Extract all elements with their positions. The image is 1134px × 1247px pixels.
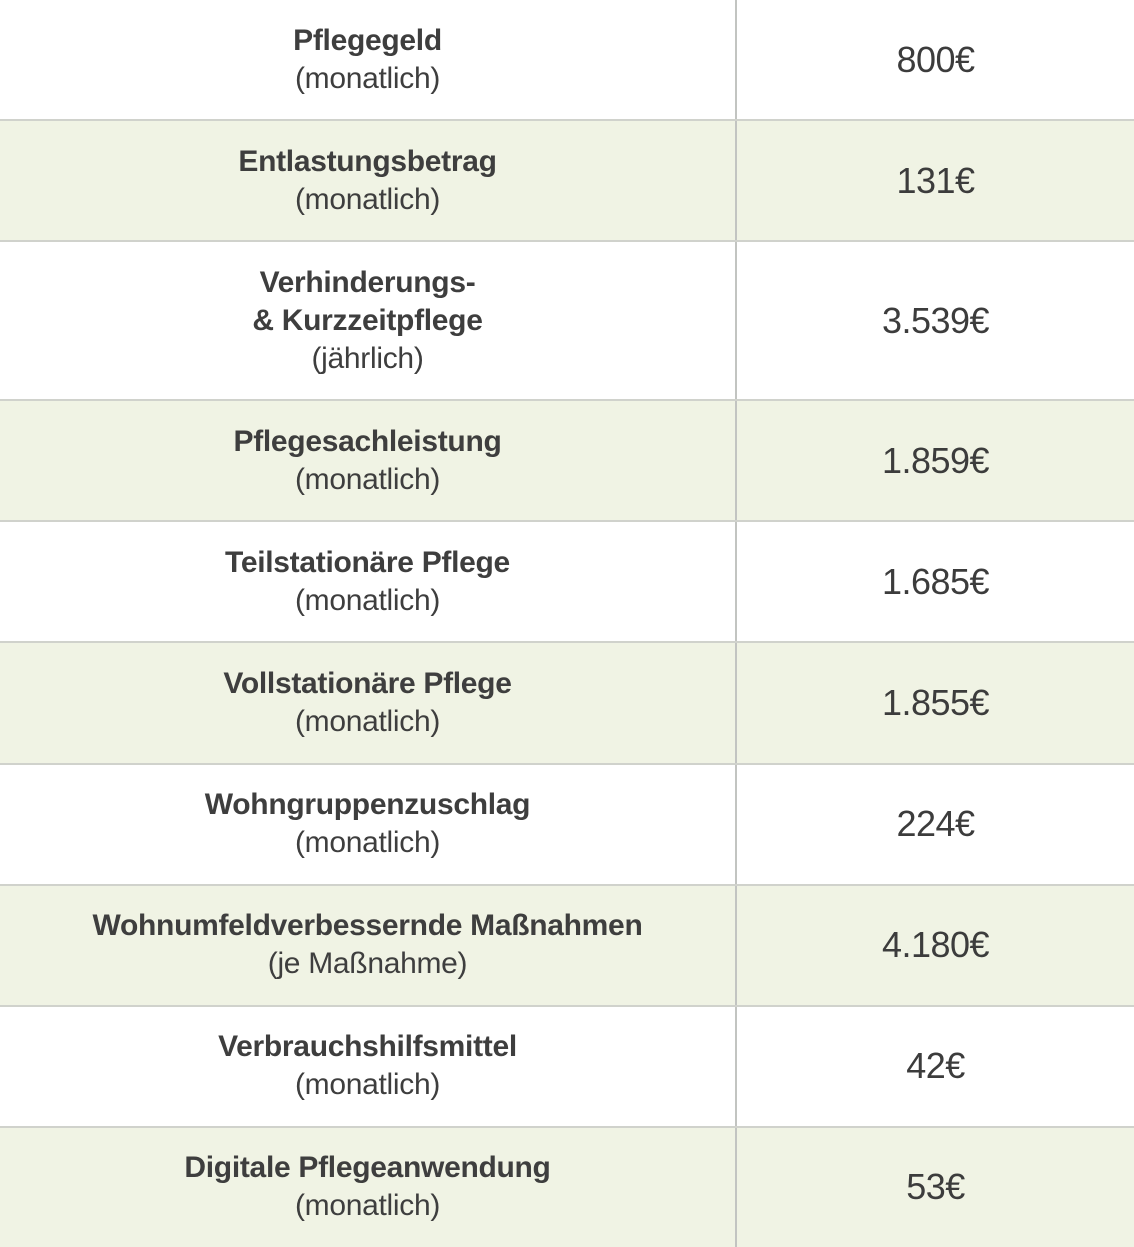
benefit-name: Pflegegeld [293, 23, 442, 57]
benefit-amount: 1.855€ [881, 682, 990, 724]
table-row: Entlastungsbetrag (monatlich) 131€ [0, 119, 1134, 241]
amount-cell: 1.855€ [737, 643, 1134, 762]
benefit-cell: Pflegegeld (monatlich) [0, 0, 737, 120]
benefit-amount: 800€ [896, 38, 975, 80]
table-row: Wohngruppenzuschlag (monatlich) 224€ [0, 762, 1134, 884]
benefit-name: Wohngruppenzuschlag [204, 788, 531, 822]
benefit-amount: 131€ [896, 159, 975, 201]
benefit-cell: Teilstationäre Pflege (monatlich) [0, 522, 737, 642]
benefit-frequency: (monatlich) [294, 182, 441, 216]
benefit-name: Teilstationäre Pflege [225, 545, 510, 579]
table-row: Teilstationäre Pflege (monatlich) 1.685€ [0, 520, 1134, 642]
amount-cell: 4.180€ [737, 886, 1134, 1005]
benefit-cell: Pflegesachleistung (monatlich) [0, 401, 737, 521]
benefit-cell: Vollstationäre Pflege (monatlich) [0, 643, 737, 763]
amount-cell: 42€ [737, 1007, 1134, 1126]
table-row: Pflegesachleistung (monatlich) 1.859€ [0, 399, 1134, 521]
benefit-amount: 3.539€ [881, 299, 990, 341]
benefit-name: Pflegesachleistung [233, 424, 502, 458]
benefit-frequency: (monatlich) [294, 1189, 441, 1223]
table-row: Vollstationäre Pflege (monatlich) 1.855€ [0, 641, 1134, 763]
benefit-cell: Verbrauchshilfsmittel (monatlich) [0, 1006, 737, 1126]
benefit-frequency: (monatlich) [294, 61, 441, 95]
benefit-frequency: (je Maßnahme) [267, 947, 468, 981]
amount-cell: 1.685€ [737, 522, 1134, 641]
amount-cell: 131€ [737, 121, 1134, 240]
benefit-name: Verbrauchshilfsmittel [218, 1030, 517, 1064]
benefit-name: Vollstationäre Pflege [223, 667, 512, 701]
benefit-amount: 4.180€ [881, 924, 990, 966]
table-row: Verhinderungs- & Kurzzeitpflege (jährlich… [0, 240, 1134, 400]
benefit-amount: 1.859€ [881, 439, 990, 481]
benefit-amount: 42€ [906, 1045, 965, 1087]
benefit-cell: Verhinderungs- & Kurzzeitpflege (jährlich… [0, 242, 737, 400]
benefit-name: Verhinderungs- & Kurzzeitpflege [252, 265, 483, 337]
benefit-name: Entlastungsbetrag [238, 144, 497, 178]
table-row: Verbrauchshilfsmittel (monatlich) 42€ [0, 1004, 1134, 1126]
benefit-frequency: (monatlich) [294, 826, 441, 860]
benefit-cell: Wohnumfeldverbessernde Maßnahmen (je Maß… [0, 885, 737, 1005]
benefit-name: Wohnumfeldverbessernde Maßnahmen [92, 909, 643, 943]
benefit-cell: Digitale Pflegeanwendung (monatlich) [0, 1127, 737, 1247]
amount-cell: 1.859€ [737, 401, 1134, 520]
amount-cell: 3.539€ [737, 242, 1134, 399]
benefit-name: Digitale Pflegeanwendung [184, 1151, 551, 1185]
benefit-frequency: (monatlich) [294, 462, 441, 496]
amount-cell: 800€ [737, 0, 1134, 119]
benefit-frequency: (monatlich) [294, 705, 441, 739]
benefit-amount: 224€ [896, 803, 975, 845]
benefit-frequency: (monatlich) [294, 583, 441, 617]
benefit-frequency: (jährlich) [311, 341, 424, 375]
benefit-cell: Wohngruppenzuschlag (monatlich) [0, 764, 737, 884]
table-row: Pflegegeld (monatlich) 800€ [0, 0, 1134, 120]
benefit-amount: 1.685€ [881, 560, 990, 602]
benefit-frequency: (monatlich) [294, 1068, 441, 1102]
table-row: Wohnumfeldverbessernde Maßnahmen (je Maß… [0, 883, 1134, 1005]
amount-cell: 224€ [737, 765, 1134, 884]
benefit-cell: Entlastungsbetrag (monatlich) [0, 121, 737, 241]
table-row: Digitale Pflegeanwendung (monatlich) 53€ [0, 1125, 1134, 1247]
amount-cell: 53€ [737, 1128, 1134, 1247]
benefit-amount: 53€ [906, 1166, 965, 1208]
